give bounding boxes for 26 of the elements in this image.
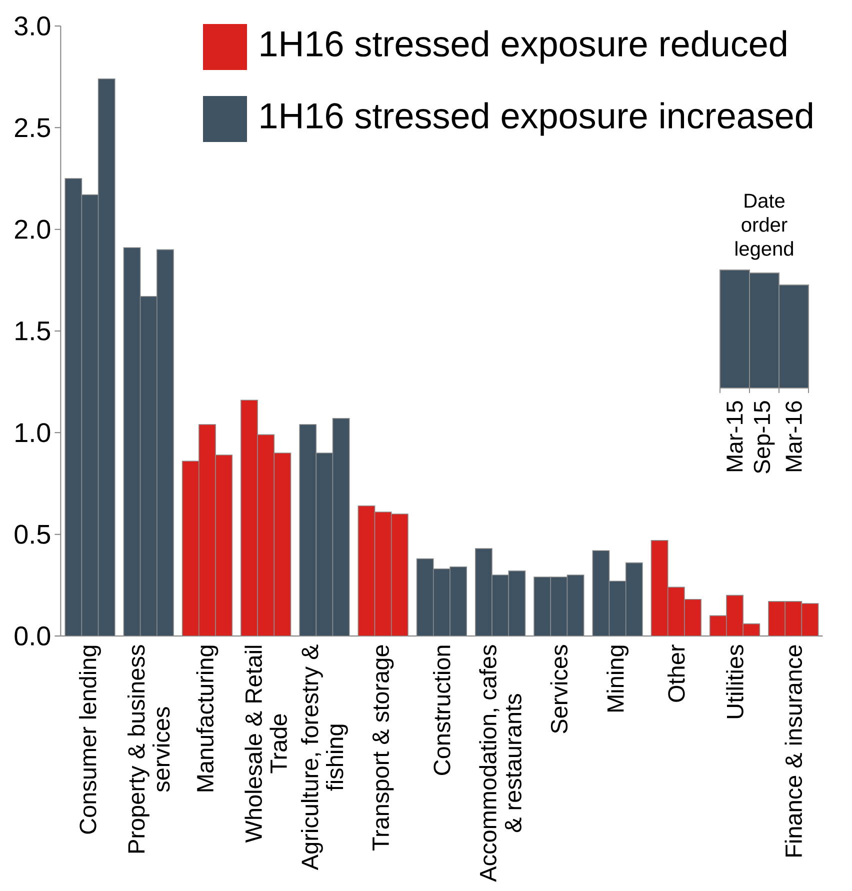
y-tick-label: 0.5 — [14, 524, 50, 544]
annotation: 1H16 stressed exposure increased — [260, 102, 812, 136]
x-tick-label: Manufacturing — [196, 646, 218, 792]
legend-label: Sep-15 — [754, 401, 775, 474]
annotation: 1H16 stressed exposure reduced — [260, 30, 786, 64]
y-tick-label: 2.0 — [15, 220, 50, 239]
y-tick-label: 1.0 — [16, 423, 50, 442]
x-tick-label: Services — [550, 645, 568, 734]
x-tick-label: Wholesale & Retail Trade — [244, 646, 287, 843]
legend-label: Mar-15 — [726, 401, 743, 472]
x-tick-label: Other — [668, 644, 685, 702]
x-tick-label: Finance & insurance — [784, 645, 802, 857]
x-tick-label: Transport & storage — [372, 645, 394, 850]
x-tick-label: Consumer lending — [79, 646, 101, 834]
legend-label: Mar-16 — [786, 401, 802, 472]
legend-title: Date order legend — [736, 194, 793, 260]
y-tick-label: 3.0 — [14, 16, 50, 36]
x-tick-label: Construction — [433, 646, 450, 775]
y-tick-label: 0.0 — [14, 626, 50, 646]
y-tick-label: 1.5 — [16, 322, 50, 340]
x-tick-label: Accommodation, cafes & restaurants — [479, 645, 522, 882]
x-tick-label: Mining — [606, 646, 628, 712]
y-tick-label: 2.5 — [15, 118, 50, 138]
x-tick-label: Utilities — [726, 645, 744, 718]
x-tick-label: Property & business services — [127, 645, 170, 853]
x-tick-label: Agriculture, forestry & fishing — [301, 644, 348, 870]
